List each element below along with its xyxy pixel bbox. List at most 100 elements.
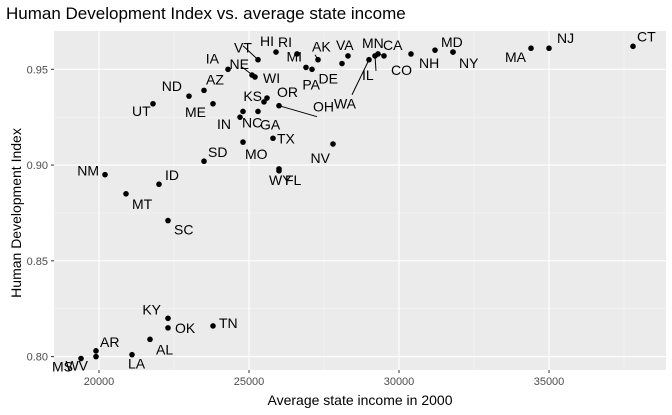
point-label: OK bbox=[175, 320, 196, 336]
data-point bbox=[210, 100, 216, 107]
plot-panel bbox=[54, 31, 666, 370]
point-label: NY bbox=[459, 55, 479, 71]
point-label: TX bbox=[277, 130, 296, 146]
data-point bbox=[210, 323, 216, 329]
data-point bbox=[165, 217, 171, 224]
data-point bbox=[276, 102, 282, 109]
point-label: VT bbox=[234, 40, 252, 56]
data-point bbox=[339, 60, 345, 67]
point-label: SC bbox=[174, 222, 193, 238]
point-label: AL bbox=[156, 341, 173, 357]
point-label: MS bbox=[52, 359, 73, 375]
data-point bbox=[528, 45, 534, 52]
point-label: NM bbox=[77, 163, 99, 179]
point-label: MI bbox=[286, 48, 302, 64]
data-point bbox=[294, 51, 300, 57]
point-label: CO bbox=[391, 62, 412, 78]
point-label: IA bbox=[206, 50, 220, 66]
data-point bbox=[147, 336, 153, 343]
data-point bbox=[303, 64, 309, 71]
x-tick-label: 20000 bbox=[84, 376, 115, 388]
point-leader-line bbox=[242, 45, 259, 61]
point-label: KS bbox=[243, 88, 262, 104]
data-point bbox=[240, 108, 246, 115]
point-label: CA bbox=[383, 37, 403, 53]
point-label: VA bbox=[336, 37, 354, 53]
data-point bbox=[345, 53, 351, 59]
data-point bbox=[201, 87, 207, 94]
data-point bbox=[225, 66, 231, 73]
point-label: HI bbox=[260, 33, 274, 49]
data-point bbox=[255, 108, 261, 115]
point-leader-line bbox=[351, 59, 370, 95]
data-point bbox=[408, 51, 414, 57]
y-axis-title: Human Development Index bbox=[8, 128, 24, 298]
point-label: AR bbox=[100, 334, 119, 350]
point-label: CT bbox=[637, 28, 656, 44]
data-point bbox=[309, 66, 315, 73]
data-point bbox=[261, 99, 267, 105]
data-point bbox=[381, 53, 387, 59]
point-label: DE bbox=[319, 71, 338, 87]
point-label: NJ bbox=[557, 30, 574, 46]
data-point bbox=[330, 141, 336, 147]
point-label: GA bbox=[260, 116, 281, 132]
y-tick-label: 0.80 bbox=[27, 352, 48, 364]
point-label: NH bbox=[419, 55, 439, 71]
point-label: MO bbox=[245, 146, 268, 162]
point-label: ID bbox=[165, 167, 179, 183]
data-point bbox=[270, 135, 276, 142]
data-point bbox=[249, 72, 255, 78]
point-label: ND bbox=[162, 78, 182, 94]
point-label: FL bbox=[285, 172, 302, 188]
point-label: NE bbox=[230, 56, 249, 72]
point-label: WA bbox=[334, 96, 357, 112]
point-label: NC bbox=[242, 114, 262, 130]
data-point bbox=[273, 49, 279, 55]
chart-title: Human Development Index vs. average stat… bbox=[6, 4, 406, 23]
y-tick-label: 0.95 bbox=[27, 64, 48, 76]
y-tick-label: 0.90 bbox=[27, 160, 48, 172]
data-point bbox=[450, 49, 456, 55]
point-label: MD bbox=[441, 34, 463, 50]
point-label: IL bbox=[362, 67, 374, 83]
data-point bbox=[201, 158, 207, 165]
data-point bbox=[123, 190, 129, 197]
data-point bbox=[432, 47, 438, 53]
point-label: OR bbox=[277, 84, 298, 100]
data-point bbox=[315, 56, 321, 63]
data-point bbox=[240, 139, 246, 145]
data-point bbox=[372, 53, 378, 59]
point-label: RI bbox=[278, 34, 292, 50]
point-leader-line bbox=[278, 105, 318, 118]
data-point bbox=[276, 168, 282, 174]
point-label: KY bbox=[142, 301, 161, 317]
point-label: UT bbox=[132, 103, 151, 119]
data-point bbox=[237, 114, 243, 120]
point-label: WI bbox=[263, 70, 280, 86]
x-axis-title: Average state income in 2000 bbox=[267, 392, 453, 408]
point-label: MN bbox=[362, 35, 384, 51]
data-point bbox=[102, 171, 108, 178]
data-point bbox=[165, 325, 171, 331]
point-label: SD bbox=[208, 144, 227, 160]
point-label: AZ bbox=[206, 71, 224, 87]
point-label: AK bbox=[312, 39, 331, 55]
data-point bbox=[156, 181, 162, 188]
data-point bbox=[264, 95, 270, 101]
data-point bbox=[93, 348, 99, 354]
data-point bbox=[150, 100, 156, 107]
data-point bbox=[129, 351, 135, 358]
data-point bbox=[186, 93, 192, 99]
point-label: LA bbox=[128, 356, 146, 372]
x-tick-label: 35000 bbox=[534, 376, 565, 388]
point-label: TN bbox=[219, 315, 238, 331]
data-point bbox=[255, 56, 261, 63]
point-label: WV bbox=[65, 358, 88, 374]
x-tick-label: 30000 bbox=[384, 376, 415, 388]
data-point bbox=[366, 56, 372, 63]
point-label: PA bbox=[302, 76, 320, 92]
data-point bbox=[165, 315, 171, 322]
